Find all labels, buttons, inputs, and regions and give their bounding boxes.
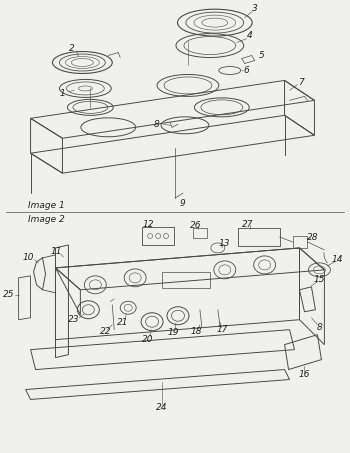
Text: 7: 7 bbox=[299, 78, 304, 87]
Text: 11: 11 bbox=[51, 247, 62, 256]
Text: 15: 15 bbox=[314, 275, 325, 284]
Text: 22: 22 bbox=[99, 327, 111, 336]
Text: 19: 19 bbox=[167, 328, 179, 337]
Text: Image 2: Image 2 bbox=[28, 215, 64, 223]
Text: 24: 24 bbox=[156, 403, 168, 412]
Text: 17: 17 bbox=[217, 325, 229, 334]
Text: 8: 8 bbox=[316, 323, 322, 332]
Text: 2: 2 bbox=[69, 44, 74, 53]
Text: 21: 21 bbox=[118, 318, 129, 327]
Text: 16: 16 bbox=[299, 370, 310, 379]
Text: 6: 6 bbox=[244, 66, 250, 75]
Text: 9: 9 bbox=[180, 198, 186, 207]
Text: 4: 4 bbox=[247, 31, 253, 40]
Text: 23: 23 bbox=[68, 315, 79, 324]
Text: 10: 10 bbox=[23, 253, 34, 262]
Text: 14: 14 bbox=[331, 255, 343, 265]
Text: 5: 5 bbox=[259, 51, 265, 60]
Text: 12: 12 bbox=[142, 220, 154, 228]
Text: 28: 28 bbox=[307, 233, 318, 242]
Text: 27: 27 bbox=[242, 220, 253, 228]
Text: 20: 20 bbox=[142, 335, 154, 344]
Text: 1: 1 bbox=[60, 89, 65, 98]
Text: 26: 26 bbox=[190, 221, 202, 230]
Text: 13: 13 bbox=[219, 240, 231, 248]
Text: 18: 18 bbox=[190, 327, 202, 336]
Text: 8: 8 bbox=[154, 120, 160, 129]
Text: 25: 25 bbox=[3, 290, 14, 299]
Text: 3: 3 bbox=[252, 4, 258, 13]
Text: Image 1: Image 1 bbox=[28, 201, 64, 210]
